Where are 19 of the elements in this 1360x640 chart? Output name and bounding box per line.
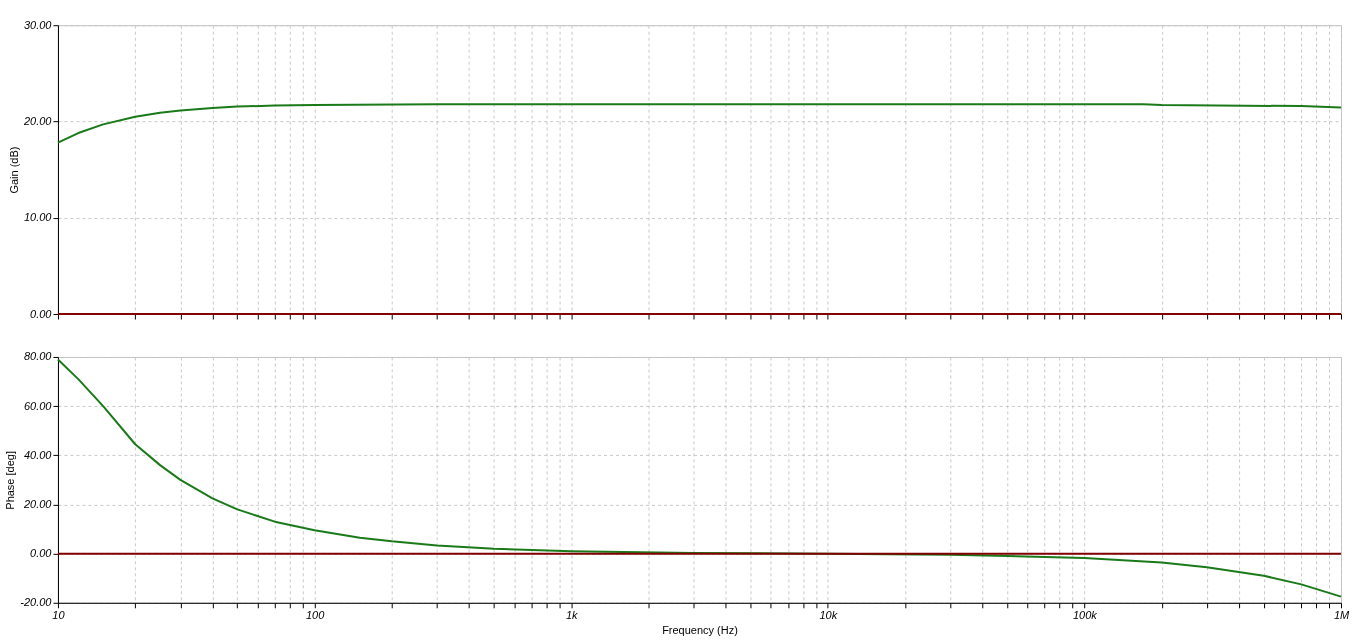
y-tick-label: 0.00 (30, 307, 53, 320)
y-axis-title: Gain (dB) (7, 146, 20, 194)
y-tick-label: 60.00 (23, 399, 53, 412)
x-tick-label: 10k (819, 609, 838, 622)
x-tick-label: 100k (1072, 609, 1098, 622)
y-tick-label: 10.00 (23, 211, 53, 224)
x-tick-label: 100 (305, 609, 326, 622)
y-tick-label: 80.00 (23, 350, 53, 363)
y-tick-label: 20.00 (22, 497, 53, 510)
x-tick-label: 1M (1333, 609, 1350, 622)
y-axis-title: Phase [deg] (4, 451, 17, 510)
x-axis-title: Frequency (Hz) (662, 624, 738, 637)
y-tick-label: -20.00 (20, 596, 53, 609)
y-tick-label: 30.00 (23, 18, 53, 31)
x-tick-label: 1k (565, 609, 578, 622)
y-tick-label: 20.00 (22, 114, 53, 127)
y-tick-label: 0.00 (30, 547, 53, 560)
x-tick-label: 10 (52, 609, 66, 622)
y-tick-label: 40.00 (23, 448, 53, 461)
